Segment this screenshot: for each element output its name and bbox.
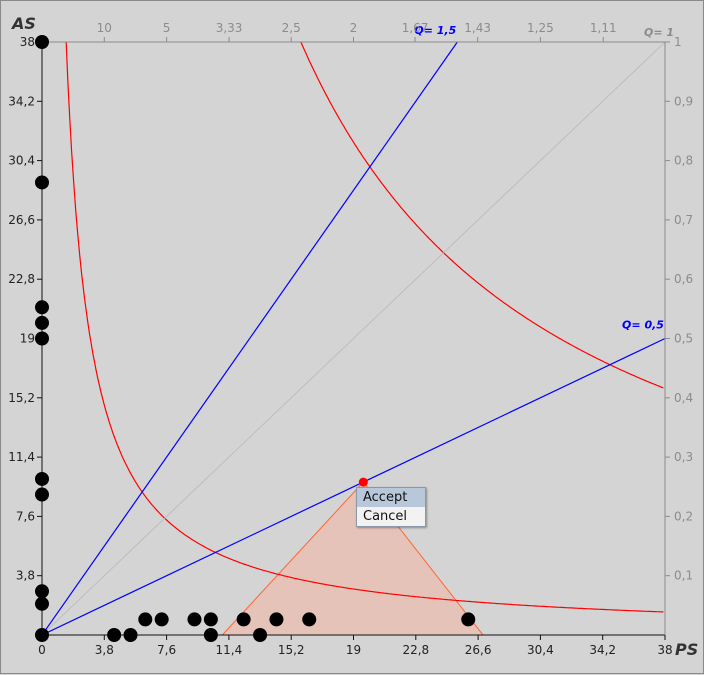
accept-menu-item[interactable]: Accept — [357, 488, 425, 507]
data-point — [269, 612, 284, 627]
data-point — [35, 315, 49, 330]
data-point — [35, 471, 49, 486]
data-point — [35, 487, 49, 502]
data-point — [154, 612, 169, 627]
right-tick-label: 0,2 — [674, 509, 693, 523]
x-tick-label: 11,4 — [216, 643, 243, 657]
right-tick-label: 0,9 — [674, 94, 693, 108]
data-point — [203, 628, 218, 642]
right-tick-label: 0,5 — [674, 332, 693, 346]
indifference-curve-lower — [65, 42, 664, 613]
data-point — [35, 35, 49, 49]
top-tick-label: 2,5 — [282, 21, 301, 35]
diagonal-line — [42, 42, 665, 635]
data-point — [35, 331, 49, 346]
y-tick-label: 15,2 — [8, 391, 35, 405]
ratio-line-label: Q= 0,5 — [622, 319, 664, 332]
ratio-line-label: Q= 1,5 — [414, 24, 456, 37]
top-tick-label: 10 — [97, 21, 112, 35]
data-point — [236, 612, 251, 627]
data-point — [35, 584, 49, 599]
top-tick-label: 3,33 — [216, 21, 243, 35]
ratio-line — [42, 337, 665, 635]
y-tick-label: 3,8 — [16, 569, 35, 583]
right-tick-label: 0,4 — [674, 391, 693, 405]
top-tick-label: 1,25 — [527, 21, 554, 35]
data-point — [461, 612, 476, 627]
x-tick-label: 38 — [657, 643, 672, 657]
top-tick-label: 2 — [350, 21, 358, 35]
data-point — [138, 612, 153, 627]
ratio-line — [42, 42, 458, 635]
x-axis-label: PS — [675, 640, 698, 659]
x-tick-label: 0 — [38, 643, 46, 657]
y-tick-label: 30,4 — [8, 154, 35, 168]
right-tick-label: 0,3 — [674, 450, 693, 464]
y-tick-label: 38 — [20, 35, 35, 49]
x-tick-label: 22,8 — [402, 643, 429, 657]
data-point — [253, 628, 268, 642]
y-tick-label: 22,8 — [8, 272, 35, 286]
y-tick-label: 34,2 — [8, 94, 35, 108]
data-point — [187, 612, 202, 627]
y-tick-label: 11,4 — [8, 450, 35, 464]
data-point — [123, 628, 138, 642]
top-tick-label: 1,43 — [464, 21, 491, 35]
data-point — [107, 628, 122, 642]
x-tick-label: 15,2 — [278, 643, 305, 657]
data-point — [35, 300, 49, 315]
x-tick-label: 30,4 — [527, 643, 554, 657]
right-tick-label: 0,8 — [674, 154, 693, 168]
indifference-curve-upper — [300, 42, 664, 389]
right-tick-label: 0,6 — [674, 272, 693, 286]
context-menu: Accept Cancel — [356, 487, 426, 527]
data-point — [35, 596, 49, 611]
top-axis-end-label: Q= 1 — [644, 26, 674, 39]
data-point — [203, 612, 218, 627]
top-tick-label: 5 — [163, 21, 171, 35]
y-tick-label: 19 — [20, 332, 35, 346]
y-tick-label: 26,6 — [8, 213, 35, 227]
right-tick-label: 0,7 — [674, 213, 693, 227]
x-tick-label: 3,8 — [95, 643, 114, 657]
x-tick-label: 34,2 — [589, 643, 616, 657]
right-tick-label: 0,1 — [674, 569, 693, 583]
data-point — [35, 175, 49, 190]
x-tick-label: 19 — [346, 643, 361, 657]
x-tick-label: 26,6 — [465, 643, 492, 657]
cancel-menu-item[interactable]: Cancel — [363, 509, 408, 524]
y-tick-label: 7,6 — [16, 509, 35, 523]
y-axis-label: AS — [10, 14, 36, 33]
right-tick-label: 1 — [674, 35, 682, 49]
x-tick-label: 7,6 — [157, 643, 176, 657]
top-tick-label: 1,67 — [402, 21, 429, 35]
data-point — [35, 628, 49, 642]
selected-point — [358, 477, 368, 487]
top-tick-label: 1,11 — [590, 21, 617, 35]
data-point — [302, 612, 317, 627]
